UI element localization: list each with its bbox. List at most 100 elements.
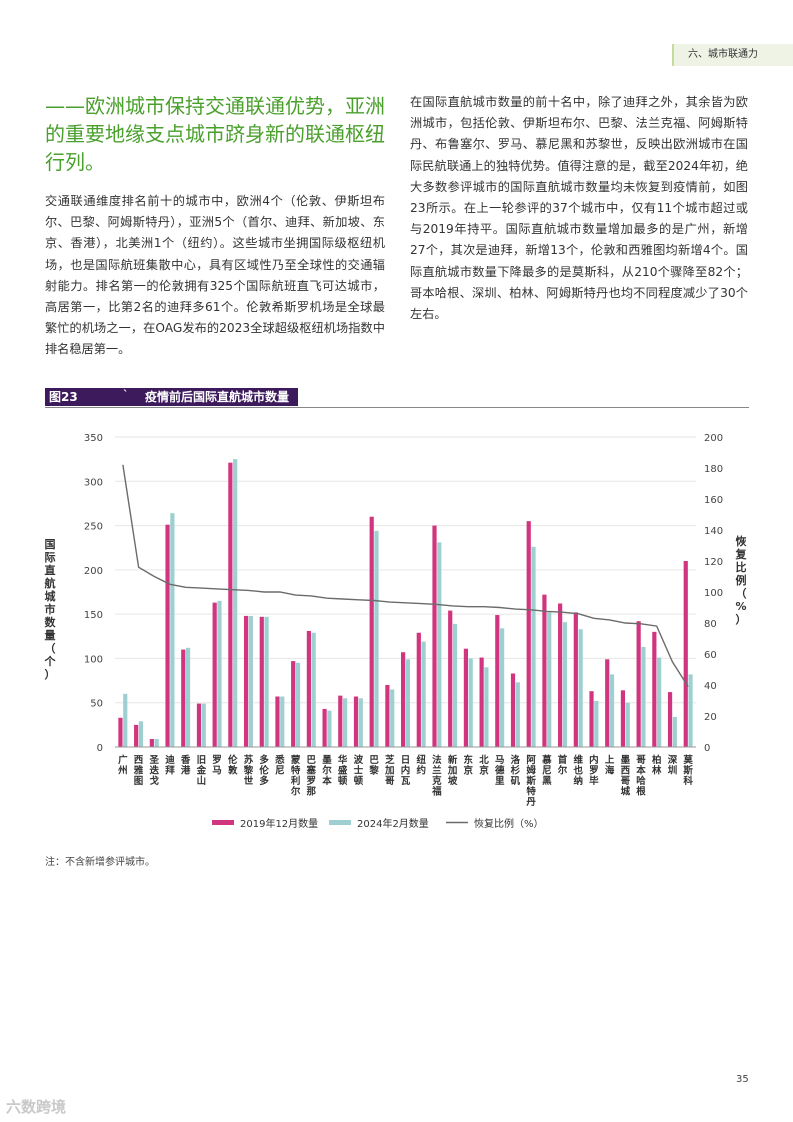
bar-2019 xyxy=(196,703,202,747)
bar-2019 xyxy=(385,685,390,747)
y-left-tick-label: 150 xyxy=(84,610,103,621)
y-left-axis-title: 国际直航城市数量（个） xyxy=(44,538,57,681)
y-right-tick-label: 20 xyxy=(704,712,717,723)
y-right-tick-label: 100 xyxy=(704,588,723,599)
bar-2019 xyxy=(495,615,500,747)
bar-2024 xyxy=(594,700,599,747)
y-right-tick-label: 40 xyxy=(704,681,717,692)
legend-label: 恢复比例（%） xyxy=(474,817,544,830)
x-category-label: 阿姆斯特丹 xyxy=(525,755,536,808)
bar-2019 xyxy=(526,521,531,747)
bar-2019 xyxy=(573,612,578,747)
y-left-tick-label: 0 xyxy=(97,743,103,754)
y-left-tick-label: 200 xyxy=(84,566,103,577)
bar-2019 xyxy=(463,648,469,747)
x-category-label: 北京 xyxy=(479,754,489,777)
x-category-label: 慕尼黑 xyxy=(541,754,552,787)
section-headline: ——欧洲城市保持交通联通优势，亚洲的重要地缘支点城市跻身新的联通枢纽行列。 xyxy=(45,94,385,174)
bar-2024 xyxy=(154,739,159,747)
bar-2024 xyxy=(233,459,238,747)
section-tag: 六、城市联通力 xyxy=(672,44,793,66)
y-left-tick-label: 350 xyxy=(84,433,103,444)
bar-2024 xyxy=(672,716,677,747)
bar-2019 xyxy=(369,516,374,747)
bar-2024 xyxy=(342,698,348,747)
x-category-label: 圣迭戈 xyxy=(148,755,159,787)
bar-2019 xyxy=(448,610,453,747)
bar-2019 xyxy=(275,696,280,747)
bar-2024 xyxy=(437,542,442,747)
y-right-tick-label: 160 xyxy=(704,495,723,506)
bar-2019 xyxy=(306,630,311,747)
x-category-label: 伦敦 xyxy=(228,754,238,777)
y-left-tick-label: 50 xyxy=(90,699,103,710)
bar-2019 xyxy=(432,525,437,747)
x-category-label: 墨西哥城 xyxy=(621,755,631,798)
bar-2019 xyxy=(134,724,139,747)
bar-2024 xyxy=(311,632,316,747)
x-category-label: 柏林 xyxy=(652,754,662,777)
bar-2024 xyxy=(688,674,693,747)
bar-2019 xyxy=(322,708,327,747)
bar-2024 xyxy=(295,662,301,747)
x-category-label: 马德里 xyxy=(495,755,505,787)
bar-2024 xyxy=(484,667,489,747)
x-category-label: 深圳 xyxy=(668,754,678,777)
bar-2024 xyxy=(515,682,520,747)
legend-label: 2024年2月数量 xyxy=(357,817,429,830)
x-category-label: 莫斯科 xyxy=(682,754,693,787)
x-category-label: 首尔 xyxy=(557,754,568,777)
legend-swatch xyxy=(329,820,351,825)
figure-title: 疫情前后国际直航城市数量对比 xyxy=(145,390,290,422)
bar-2019 xyxy=(605,659,610,747)
bar-2024 xyxy=(531,546,536,747)
bar-2024 xyxy=(264,616,269,747)
x-category-label: 维也纳 xyxy=(573,754,583,787)
bar-2024 xyxy=(547,612,552,747)
watermark: 六数跨境 xyxy=(6,1098,67,1116)
bar-2024 xyxy=(185,647,191,747)
bar-2024 xyxy=(609,674,615,747)
x-category-label: 墨尔本 xyxy=(321,755,332,787)
y-right-tick-label: 60 xyxy=(704,650,717,661)
y-left-tick-label: 100 xyxy=(84,654,103,665)
bar-2019 xyxy=(243,615,249,747)
bar-2024 xyxy=(578,629,583,747)
x-category-label: 纽约 xyxy=(416,754,426,777)
x-category-label: 蒙特利尔 xyxy=(290,754,301,798)
x-category-label: 哥本哈根 xyxy=(636,755,646,798)
bar-2019 xyxy=(667,692,673,747)
x-category-label: 巴塞罗那 xyxy=(306,755,317,798)
bar-group xyxy=(118,459,693,747)
bar-2024 xyxy=(327,710,332,747)
x-category-label: 迪拜 xyxy=(165,754,175,777)
bar-2024 xyxy=(217,600,222,747)
bar-2019 xyxy=(353,696,359,747)
x-category-label: 广州 xyxy=(117,754,128,777)
bar-2019 xyxy=(683,561,688,747)
body-paragraph-right: 在国际直航城市数量的前十名中，除了迪拜之外，其余皆为欧洲城市，包括伦敦、伊斯坦布… xyxy=(410,95,748,322)
bar-2024 xyxy=(201,703,206,747)
x-category-label: 波士顿 xyxy=(354,754,364,787)
x-category-label: 新加坡 xyxy=(447,754,458,787)
bar-2024 xyxy=(468,658,473,747)
bar-2019 xyxy=(510,673,516,747)
bar-2019 xyxy=(479,657,484,747)
y-right-tick-label: 120 xyxy=(704,557,723,568)
x-category-label: 芝加哥 xyxy=(384,754,395,787)
x-category-label: 悉尼 xyxy=(274,754,285,777)
figure-tick-mark: ˋ xyxy=(123,388,129,401)
bar-2024 xyxy=(500,628,505,747)
x-category-label: 罗马 xyxy=(212,755,222,777)
bar-2024 xyxy=(562,622,568,747)
y-right-tick-label: 0 xyxy=(704,743,710,754)
bar-2019 xyxy=(652,631,657,747)
x-category-label: 多伦多 xyxy=(259,754,269,787)
bar-2019 xyxy=(636,621,641,747)
figure-number: 图23 xyxy=(49,390,78,404)
x-category-label: 华盛顿 xyxy=(338,754,348,787)
bar-2019 xyxy=(228,462,233,747)
gridlines xyxy=(115,436,696,748)
bar-2024 xyxy=(405,659,410,747)
x-category-label: 香港 xyxy=(180,754,191,777)
